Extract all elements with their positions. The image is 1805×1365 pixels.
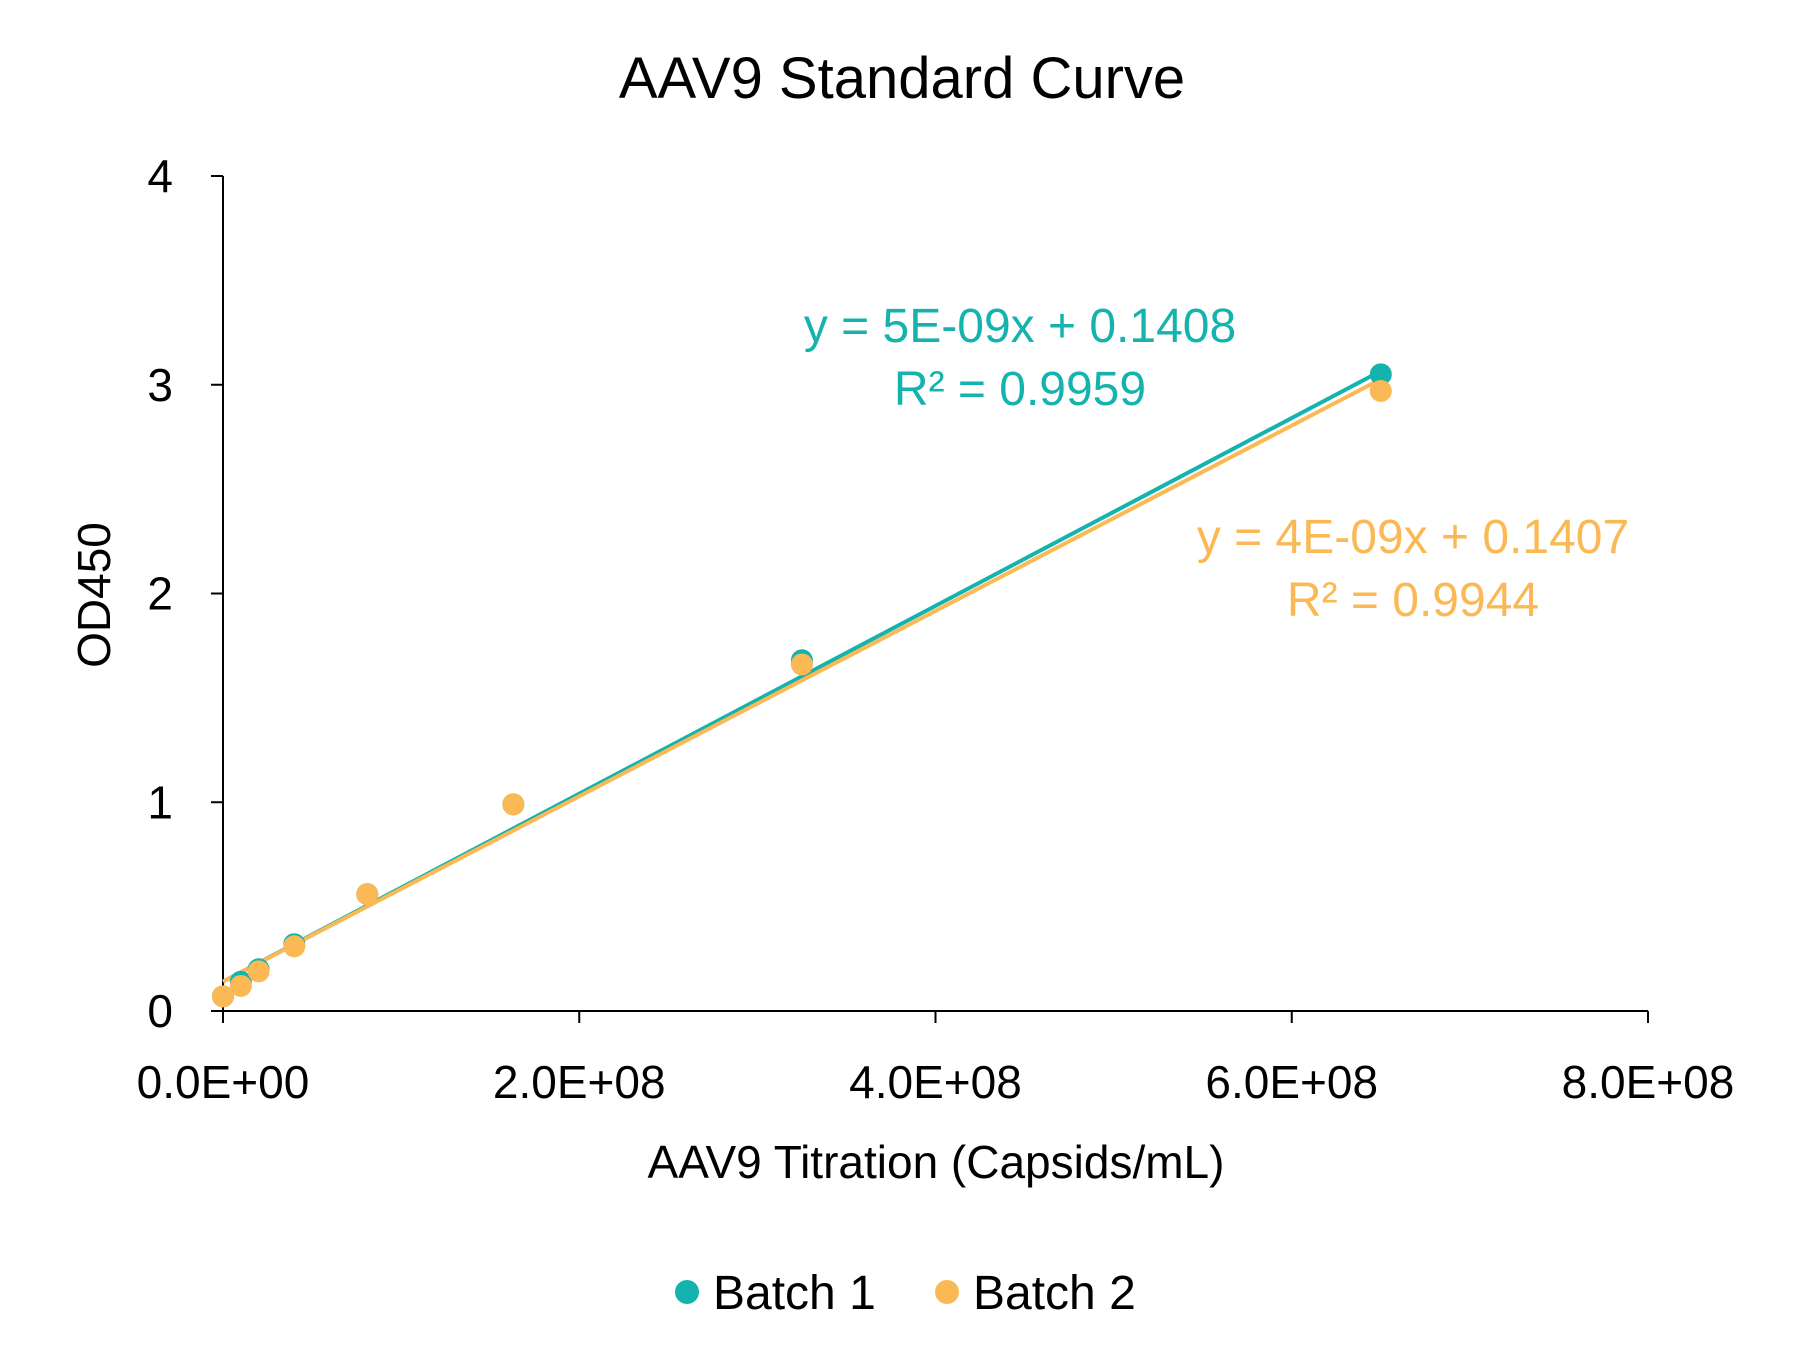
data-point-batch-1 <box>1369 363 1392 386</box>
data-point-batch-2 <box>247 960 270 983</box>
equation-batch-1: y = 5E-09x + 0.1408 R² = 0.9959 <box>804 300 1236 416</box>
chart-title: AAV9 Standard Curve <box>619 46 1185 111</box>
data-point-batch-2 <box>1369 380 1392 403</box>
y-tick-label: 1 <box>147 776 173 828</box>
x-tick-label: 6.0E+08 <box>1205 1056 1378 1108</box>
r2-text-batch-1: R² = 0.9959 <box>894 363 1146 416</box>
data-point-batch-2 <box>790 653 813 676</box>
y-tick-label: 4 <box>147 150 173 202</box>
equation-batch-2: y = 4E-09x + 0.1407 R² = 0.9944 <box>1197 511 1629 627</box>
data-point-batch-2 <box>229 974 252 997</box>
equation-text-batch-2: y = 4E-09x + 0.1407 <box>1197 511 1629 564</box>
x-axis-title: AAV9 Titration (Capsids/mL) <box>648 1136 1225 1188</box>
legend-item-batch-2: Batch 2 <box>935 1267 1136 1320</box>
data-point-batch-2 <box>356 883 379 906</box>
legend-marker-batch-2 <box>935 1280 959 1304</box>
legend-label-batch-2: Batch 2 <box>973 1267 1136 1320</box>
r2-text-batch-2: R² = 0.9944 <box>1287 574 1539 627</box>
data-point-batch-2 <box>283 935 306 958</box>
y-tick-label: 2 <box>147 568 173 620</box>
x-ticks: 0.0E+00 2.0E+08 4.0E+08 6.0E+08 8.0E+08 <box>137 1011 1735 1108</box>
y-tick-label: 3 <box>147 359 173 411</box>
x-tick-label: 8.0E+08 <box>1562 1056 1735 1108</box>
legend-marker-batch-1 <box>675 1280 699 1304</box>
x-tick-label: 0.0E+00 <box>137 1056 310 1108</box>
y-axis-title: OD450 <box>68 522 120 668</box>
legend: Batch 1 Batch 2 <box>675 1267 1136 1320</box>
x-tick-label: 4.0E+08 <box>849 1056 1022 1108</box>
trendline-batch-2 <box>222 377 1382 984</box>
legend-label-batch-1: Batch 1 <box>713 1267 876 1320</box>
y-tick-label: 0 <box>147 985 173 1037</box>
legend-item-batch-1: Batch 1 <box>675 1267 876 1320</box>
trendlines <box>222 369 1382 984</box>
data-points <box>212 363 1392 1008</box>
x-tick-label: 2.0E+08 <box>493 1056 666 1108</box>
data-point-batch-2 <box>212 985 234 1008</box>
data-point-batch-2 <box>502 793 525 816</box>
equation-text-batch-1: y = 5E-09x + 0.1408 <box>804 300 1236 353</box>
y-ticks: 0 1 2 3 4 <box>147 150 223 1037</box>
